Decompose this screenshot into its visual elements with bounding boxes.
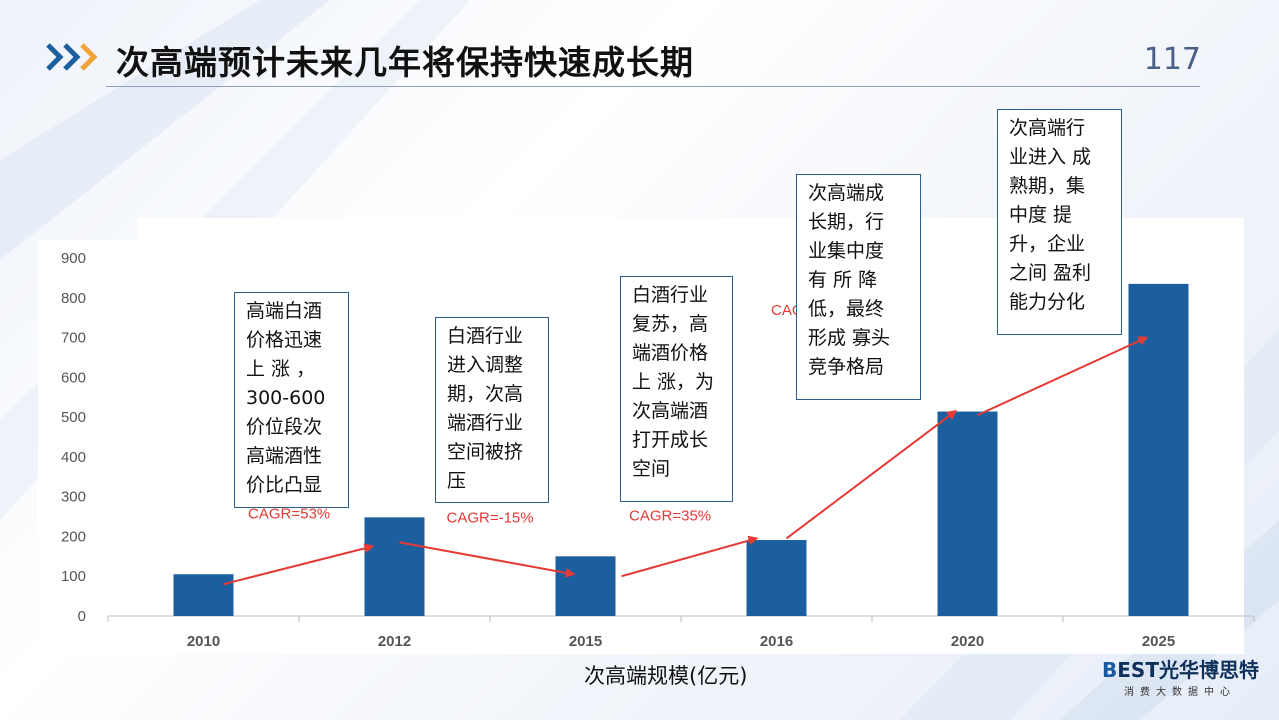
page-title: 次高端预计未来几年将保持快速成长期	[116, 43, 694, 82]
bar-2012	[364, 517, 425, 616]
bar-2010	[173, 574, 234, 616]
y-tick-label: 200	[61, 528, 86, 545]
cagr-arrow	[785, 409, 958, 540]
chart-caption: 次高端规模(亿元)	[584, 664, 748, 688]
logo-subtitle: 消费大数据中心	[1124, 687, 1236, 698]
y-tick-label: 800	[61, 290, 86, 307]
x-tick-label: 2016	[760, 633, 793, 650]
bar-2025	[1128, 283, 1189, 616]
bar-2016	[746, 540, 807, 616]
brand-logo: BEST光华博思特 消费大数据中心	[1102, 654, 1262, 700]
y-tick-label: 500	[61, 409, 86, 426]
x-tick-label: 2025	[1142, 633, 1175, 650]
y-tick-label: 400	[61, 449, 86, 466]
cagr-label: CAGR=-15%	[447, 509, 534, 526]
bar-2020	[937, 411, 998, 616]
annotation-box-2020: 次高端行 业进入 成 熟期，集 中度 提 升，企业 之间 盈利 能力分化	[997, 109, 1122, 335]
y-tick-label: 100	[61, 568, 86, 585]
bar-2015	[555, 556, 616, 616]
y-tick-label: 700	[61, 330, 86, 347]
page-number: 117	[1143, 42, 1201, 77]
cagr-arrow	[223, 543, 375, 586]
x-tick-label: 2015	[569, 633, 602, 650]
chart-background-left	[38, 240, 140, 654]
y-tick-label: 900	[61, 250, 86, 267]
cagr-label: CAGR=53%	[248, 505, 330, 522]
title-divider	[106, 86, 1200, 87]
logo-wordmark: BEST光华博思特	[1102, 658, 1259, 682]
y-tick-label: 600	[61, 369, 86, 386]
cagr-label: CAGR=35%	[629, 507, 711, 524]
annotation-box-2015: 白酒行业 复苏，高 端酒价格 上 涨，为 次高端酒 打开成长 空间	[620, 276, 733, 502]
annotation-box-2010: 高端白酒 价格迅速 上 涨 ， 300-600 价位段次 高端酒性 价比凸显	[234, 292, 349, 508]
y-tick-label: 300	[61, 489, 86, 506]
x-tick-label: 2012	[378, 633, 411, 650]
x-tick-label: 2020	[951, 633, 984, 650]
y-tick-label: 0	[78, 608, 86, 625]
annotation-box-2016: 次高端成 长期，行 业集中度 有 所 降 低，最终 形成 寡头 竞争格局	[796, 174, 921, 400]
cagr-arrow	[621, 535, 759, 578]
cagr-arrow	[977, 336, 1149, 417]
cagr-arrow	[399, 541, 576, 578]
x-tick-label: 2010	[187, 633, 220, 650]
annotation-box-2012: 白酒行业 进入调整 期，次高 端酒行业 空间被挤 压	[435, 317, 549, 503]
chevron-arrows-icon	[46, 43, 98, 71]
